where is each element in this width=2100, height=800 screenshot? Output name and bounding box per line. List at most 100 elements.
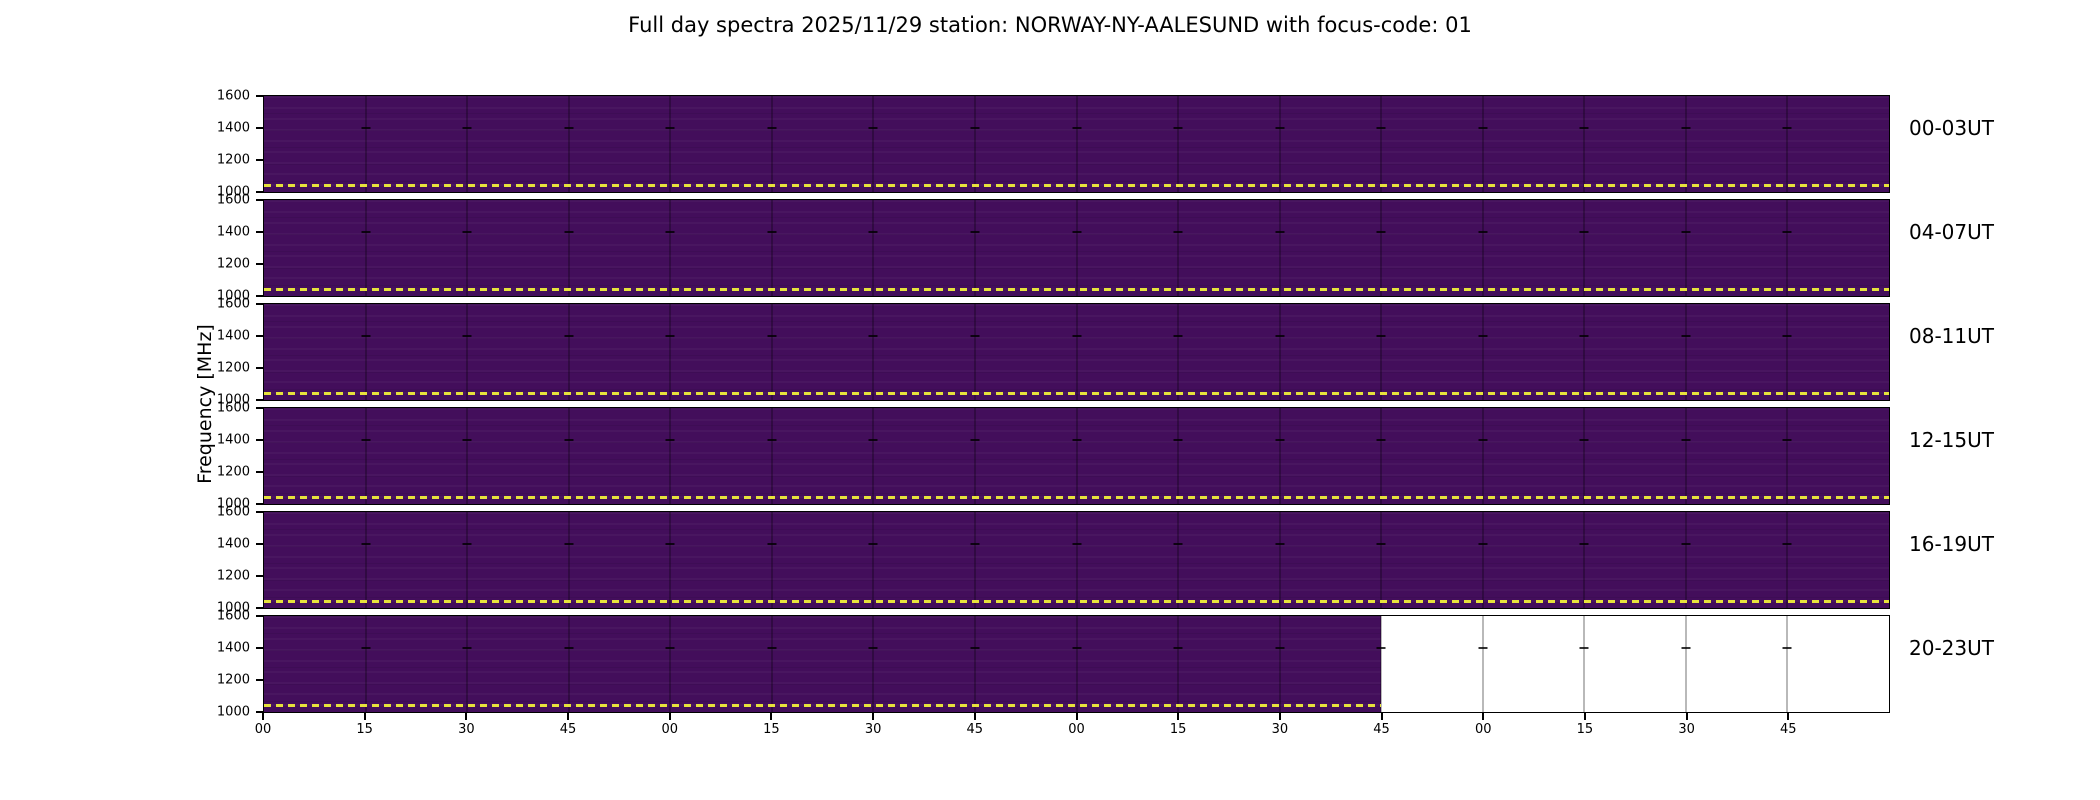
gridline [1482,512,1484,608]
minor-tick [1681,334,1691,337]
gridline [1177,408,1179,504]
minor-tick [1478,334,1488,337]
y-tick-mark [256,471,263,473]
minor-tick [1478,230,1488,233]
minor-tick [361,230,371,233]
y-tick-label: 1600 [216,88,250,104]
y-tick-mark [256,95,263,97]
minor-tick [1681,230,1691,233]
gridline [669,96,671,192]
minor-tick [1478,438,1488,441]
x-tick-mark [1278,713,1281,720]
gridline [974,408,976,504]
gridline [1685,408,1687,504]
minor-tick [1579,126,1589,129]
y-tick-label: 1200 [216,672,250,688]
gridline [568,304,570,400]
gridline [1076,512,1077,608]
x-tick-mark [973,713,976,720]
gridline [466,304,468,400]
y-tick-mark [256,615,263,617]
gridline [872,96,874,192]
gridline [1380,304,1382,400]
x-tick-label: 45 [1780,722,1797,737]
gridline [365,96,367,192]
minor-tick [970,126,980,129]
gridline [1685,304,1687,400]
x-tick-label: 00 [1068,722,1085,737]
baseline-dashed-line [264,288,1889,291]
gridline [872,304,874,400]
x-tick-mark [1075,713,1078,720]
gridline [1076,616,1077,712]
spectra-panel: 1600 1400 1200 1000 16-19UT [217,506,1994,615]
y-tick-label: 1200 [216,152,250,168]
y-tick-mark [256,607,263,609]
minor-tick [1072,230,1081,233]
minor-tick [1579,334,1589,337]
gridline [771,96,773,192]
minor-tick [665,542,675,545]
gridline [466,200,468,296]
minor-tick [462,334,472,337]
y-tick-label: 1000 [216,288,250,304]
minor-tick [1478,126,1488,129]
x-tick-label: 15 [1576,722,1594,737]
baseline-dashed-line [264,704,1382,707]
minor-tick [1376,646,1386,649]
minor-tick [1072,126,1081,129]
minor-tick [1681,126,1691,129]
minor-tick [1782,334,1792,337]
gridline [1685,200,1687,296]
gridline [1583,96,1585,192]
minor-tick [564,646,574,649]
y-tick-mark [256,191,263,193]
y-tick-label: 1600 [216,608,250,624]
minor-tick [1579,542,1589,545]
gridline [1786,616,1788,712]
x-tick-label: 45 [1373,722,1390,737]
spectra-panel: 1600 1400 1200 1000 04-07UT [217,194,1994,303]
minor-tick [1478,646,1488,649]
gridline [1482,616,1484,712]
y-tick-mark [256,407,263,409]
y-tick-label: 1400 [216,536,250,552]
gridline [466,96,468,192]
gridline [1583,616,1585,712]
gridline [669,200,671,296]
minor-tick [1782,646,1792,649]
gridline [1076,96,1077,192]
y-tick-label: 1000 [216,496,250,512]
gridline [974,200,976,296]
minor-tick [1376,230,1386,233]
x-tick-label: 15 [356,722,373,737]
gridline [1279,512,1281,608]
minor-tick [1173,334,1183,337]
gridline [1685,512,1687,608]
gridline [1380,96,1382,192]
x-tick-mark [1685,713,1688,720]
gridline [669,616,671,712]
gridline [974,304,976,400]
minor-tick [1072,438,1081,441]
y-tick-label: 1400 [216,640,250,656]
panel-time-label: 00-03UT [1909,116,1994,140]
y-tick-label: 1200 [216,360,250,376]
minor-tick [564,230,574,233]
gridline [771,200,773,296]
minor-tick [1681,438,1691,441]
x-tick-label: 00 [661,722,679,737]
minor-tick [1376,438,1386,441]
y-tick-mark [256,647,263,649]
minor-tick [767,646,777,649]
minor-tick [1275,230,1285,233]
y-tick-mark [256,263,263,265]
gridline [1177,96,1179,192]
minor-tick [1376,126,1386,129]
gridline [669,304,671,400]
chart-title: Full day spectra 2025/11/29 station: NOR… [628,13,1472,37]
x-tick-mark [1787,713,1790,720]
y-tick-mark [256,295,263,297]
minor-tick [868,438,878,441]
